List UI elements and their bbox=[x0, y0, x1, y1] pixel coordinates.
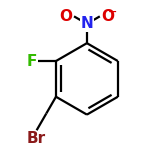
Text: O: O bbox=[101, 9, 114, 24]
Text: Br: Br bbox=[27, 131, 46, 146]
Text: O: O bbox=[60, 9, 73, 24]
Text: −: − bbox=[108, 7, 117, 17]
Text: N: N bbox=[81, 16, 93, 31]
Text: F: F bbox=[27, 54, 37, 69]
